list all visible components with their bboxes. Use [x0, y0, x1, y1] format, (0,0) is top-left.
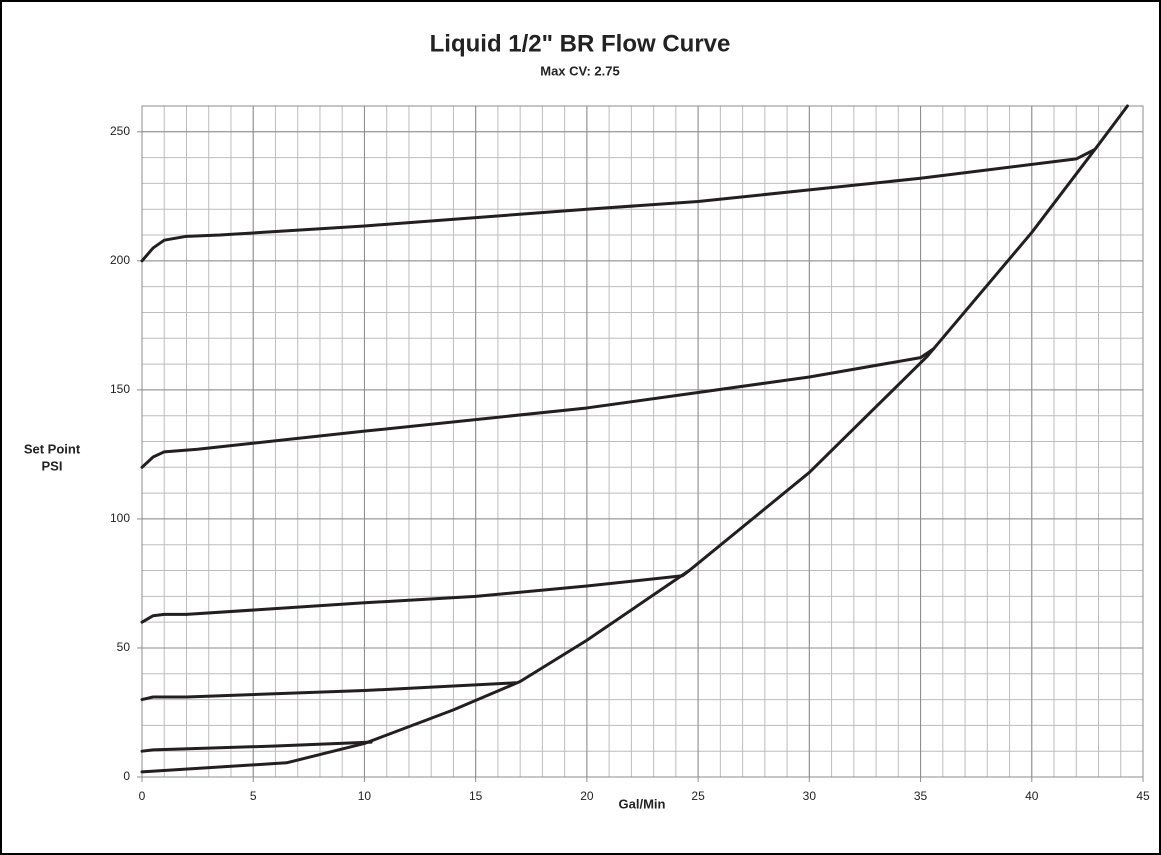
- y-axis-label: Set Point: [24, 441, 81, 456]
- y-tick-label: 150: [110, 382, 130, 396]
- x-tick-label: 15: [469, 789, 483, 803]
- y-tick-label: 0: [123, 769, 130, 783]
- flow-curve: [140, 569, 691, 624]
- chart-subtitle: Max CV: 2.75: [540, 63, 620, 78]
- flow-curve: [140, 148, 1096, 263]
- x-tick-label: 40: [1025, 789, 1039, 803]
- y-tick-label: 100: [110, 511, 130, 525]
- flow-curve: [140, 347, 936, 469]
- x-axis-label: Gal/Min: [619, 796, 666, 811]
- y-tick-label: 50: [117, 640, 131, 654]
- x-tick-label: 30: [803, 789, 817, 803]
- x-tick-label: 25: [691, 789, 705, 803]
- x-tick-label: 35: [914, 789, 928, 803]
- y-axis-label: PSI: [42, 458, 63, 473]
- x-tick-label: 0: [139, 789, 146, 803]
- x-tick-label: 45: [1136, 789, 1150, 803]
- plot-frame: [141, 105, 1144, 778]
- y-tick-label: 200: [110, 253, 130, 267]
- x-tick-label: 5: [250, 789, 257, 803]
- y-tick-label: 250: [110, 124, 130, 138]
- flow-curve: [140, 681, 518, 702]
- flow-curve: [140, 740, 373, 753]
- x-tick-label: 10: [358, 789, 372, 803]
- chart-title: Liquid 1/2" BR Flow Curve: [430, 30, 731, 57]
- flow-curve: [140, 104, 1129, 774]
- x-tick-label: 20: [580, 789, 594, 803]
